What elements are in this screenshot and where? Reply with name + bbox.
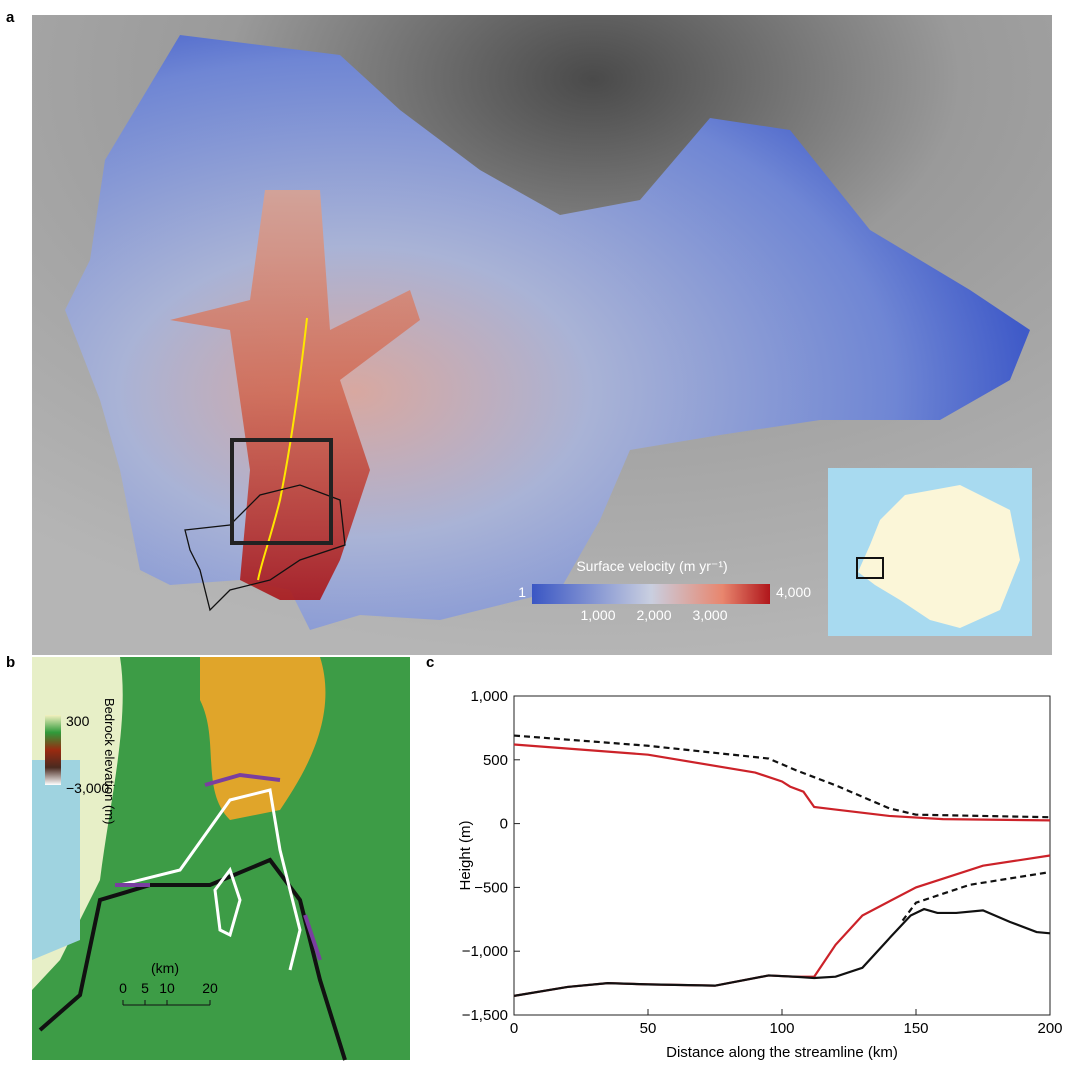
- scale-unit: (km): [151, 960, 179, 976]
- colorbar-title: Surface velocity (m yr⁻¹): [576, 558, 727, 574]
- x-tick-label: 0: [510, 1020, 518, 1037]
- scale-tick: 5: [141, 980, 149, 996]
- x-tick-label: 200: [1037, 1020, 1062, 1037]
- colorbar-tick: 2,000: [636, 607, 671, 623]
- bed-colorbar: [45, 715, 61, 785]
- x-tick-label: 100: [769, 1020, 794, 1037]
- colorbar-max: 300: [66, 713, 90, 729]
- line-chart: −1,500 −1,000 −500 0 500 1,000 0 50 100 150 200 Dis…: [457, 688, 1063, 1061]
- y-tick-label: 0: [500, 816, 508, 833]
- colorbar-min: 1: [518, 584, 526, 600]
- plot-frame: [514, 696, 1050, 1015]
- colorbar-tick: 3,000: [692, 607, 727, 623]
- y-tick-label: −500: [474, 879, 508, 896]
- colorbar-max: 4,000: [776, 584, 811, 600]
- y-tick-label: −1,000: [462, 943, 508, 960]
- colorbar-tick: 1,000: [580, 607, 615, 623]
- colorbar: [532, 584, 770, 604]
- panel-label: b: [6, 654, 15, 671]
- panel-label: c: [426, 654, 434, 671]
- panel-label: a: [6, 9, 15, 26]
- y-tick-label: 1,000: [470, 688, 508, 705]
- data-line: [514, 744, 1050, 820]
- colorbar-title: Bedrock elevation (m): [102, 698, 117, 824]
- x-tick-label: 150: [903, 1020, 928, 1037]
- scale-tick: 0: [119, 980, 127, 996]
- scale-tick: 10: [159, 980, 175, 996]
- data-line: [514, 856, 1050, 996]
- x-tick-label: 50: [640, 1020, 657, 1037]
- figure: a Surface velocity (m yr⁻¹) 1 4,000 1,00…: [0, 0, 1068, 1063]
- data-line: [514, 909, 1050, 996]
- data-line: [903, 872, 1050, 920]
- data-line: [514, 736, 1050, 818]
- y-tick-label: −1,500: [462, 1007, 508, 1024]
- x-axis-label: Distance along the streamline (km): [666, 1044, 898, 1061]
- page: a Surface velocity (m yr⁻¹) 1 4,000 1,00…: [0, 0, 1068, 1068]
- y-tick-label: 500: [483, 752, 508, 769]
- scale-tick: 20: [202, 980, 218, 996]
- y-axis-label: Height (m): [457, 820, 474, 890]
